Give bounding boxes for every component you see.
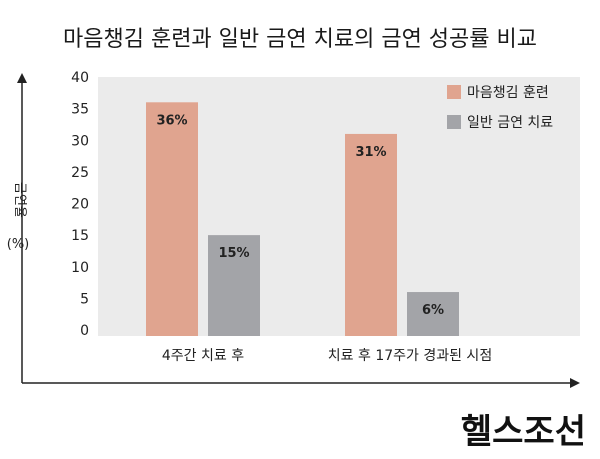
legend-label: 마음챙김 훈련 [467, 85, 549, 101]
y-tick-label: 20 [71, 197, 89, 213]
y-tick-label: 0 [80, 323, 89, 339]
y-axis-label: 금연율 [12, 182, 27, 218]
x-category-label: 4주간 치료 후 [162, 348, 244, 364]
y-tick-label: 40 [71, 70, 89, 86]
bar-value-label: 36% [156, 113, 187, 128]
legend-label: 일반 금연 치료 [467, 115, 553, 131]
bar [146, 102, 198, 336]
bar [208, 235, 260, 336]
x-axis-arrowhead [570, 378, 580, 388]
axis-arrows [17, 73, 580, 388]
y-tick-label: 15 [71, 228, 89, 244]
y-tick-label: 10 [71, 260, 89, 276]
y-axis-ticks: 0 5 10 15 20 25 30 35 40 [71, 70, 89, 339]
x-axis-categories: 4주간 치료 후 치료 후 17주가 경과된 시점 [162, 348, 492, 364]
y-tick-label: 35 [71, 102, 89, 118]
brand-logo: 헬스조선 [461, 412, 586, 452]
bar-value-label: 31% [355, 145, 386, 160]
y-tick-label: 25 [71, 165, 89, 181]
bars [146, 102, 459, 336]
x-category-label: 치료 후 17주가 경과된 시점 [328, 348, 492, 364]
y-axis-unit: (%) [7, 237, 30, 252]
bar-value-label: 6% [422, 303, 444, 318]
bar-value-labels: 36% 15% 31% 6% [156, 113, 444, 318]
y-tick-label: 5 [80, 291, 89, 307]
bar [345, 133, 397, 336]
y-tick-label: 30 [71, 133, 89, 149]
bar-value-label: 15% [218, 246, 249, 261]
legend-swatch [447, 85, 461, 99]
legend-swatch [447, 115, 461, 129]
y-axis-arrowhead [17, 73, 27, 83]
chart-title: 마음챙김 훈련과 일반 금연 치료의 금연 성공률 비교 [63, 27, 537, 52]
bar [407, 292, 459, 336]
